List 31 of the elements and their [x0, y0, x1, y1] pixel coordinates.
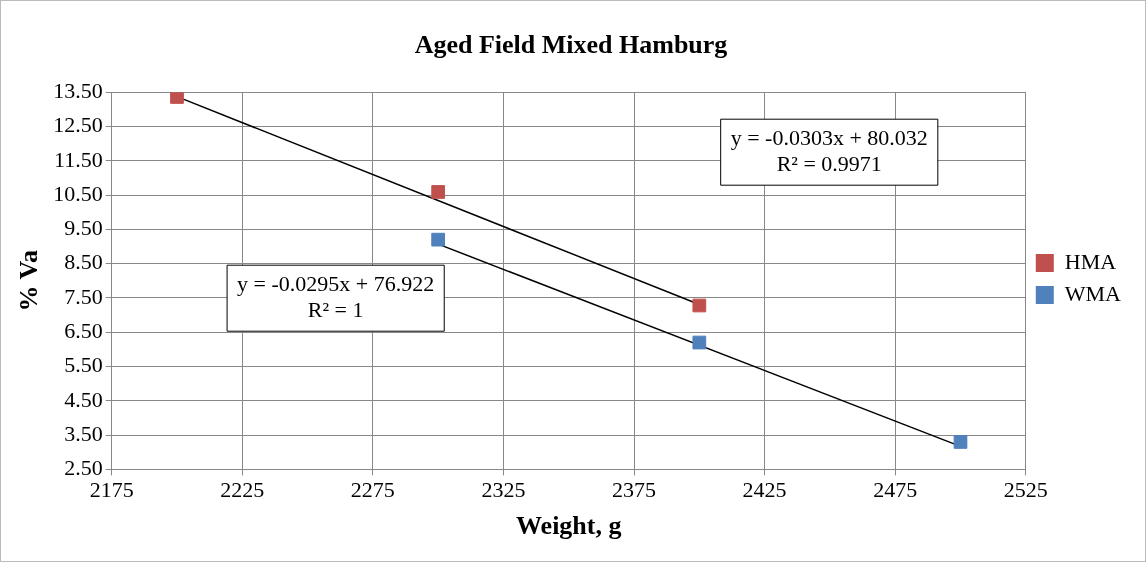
legend-label: HMA [1064, 248, 1117, 274]
point [170, 92, 184, 104]
y-tick-label: 11.50 [54, 146, 103, 172]
y-tick-label: 13.50 [53, 77, 103, 103]
y-tick-label: 9.50 [64, 215, 103, 241]
point [431, 232, 446, 247]
y-tick-label: 4.50 [64, 386, 103, 412]
annotation: y = -0.0295x + 76.922 R² = 1 [237, 270, 435, 322]
legend-label: WMA [1064, 280, 1122, 306]
x-tick-label: 2225 [220, 477, 265, 503]
x-axis-title: Weight, g [516, 511, 622, 541]
y-tick-label: 10.50 [53, 180, 103, 206]
y-tick-label: 3.50 [64, 420, 103, 446]
y-axis-title: % Va [14, 250, 44, 312]
chart-title: Aged Field Mixed Hamburg [414, 30, 728, 60]
point [692, 335, 707, 350]
x-tick-label: 2375 [612, 477, 657, 503]
x-tick-label: 2525 [1003, 477, 1048, 503]
y-tick-label: 6.50 [64, 318, 103, 344]
x-tick-label: 2275 [350, 477, 395, 503]
x-tick-label: 2325 [481, 477, 526, 503]
point [953, 435, 968, 449]
x-tick-label: 2425 [742, 477, 787, 503]
y-tick-label: 8.50 [64, 249, 103, 275]
x-tick-label: 2475 [873, 477, 918, 503]
y-tick-label: 5.50 [64, 352, 103, 378]
point [431, 185, 446, 199]
y-tick-label: 12.50 [53, 112, 103, 138]
y-tick-label: 7.50 [64, 283, 103, 309]
annotation: y = -0.0303x + 80.032 R² = 0.9971 [730, 124, 928, 176]
point [692, 298, 707, 313]
